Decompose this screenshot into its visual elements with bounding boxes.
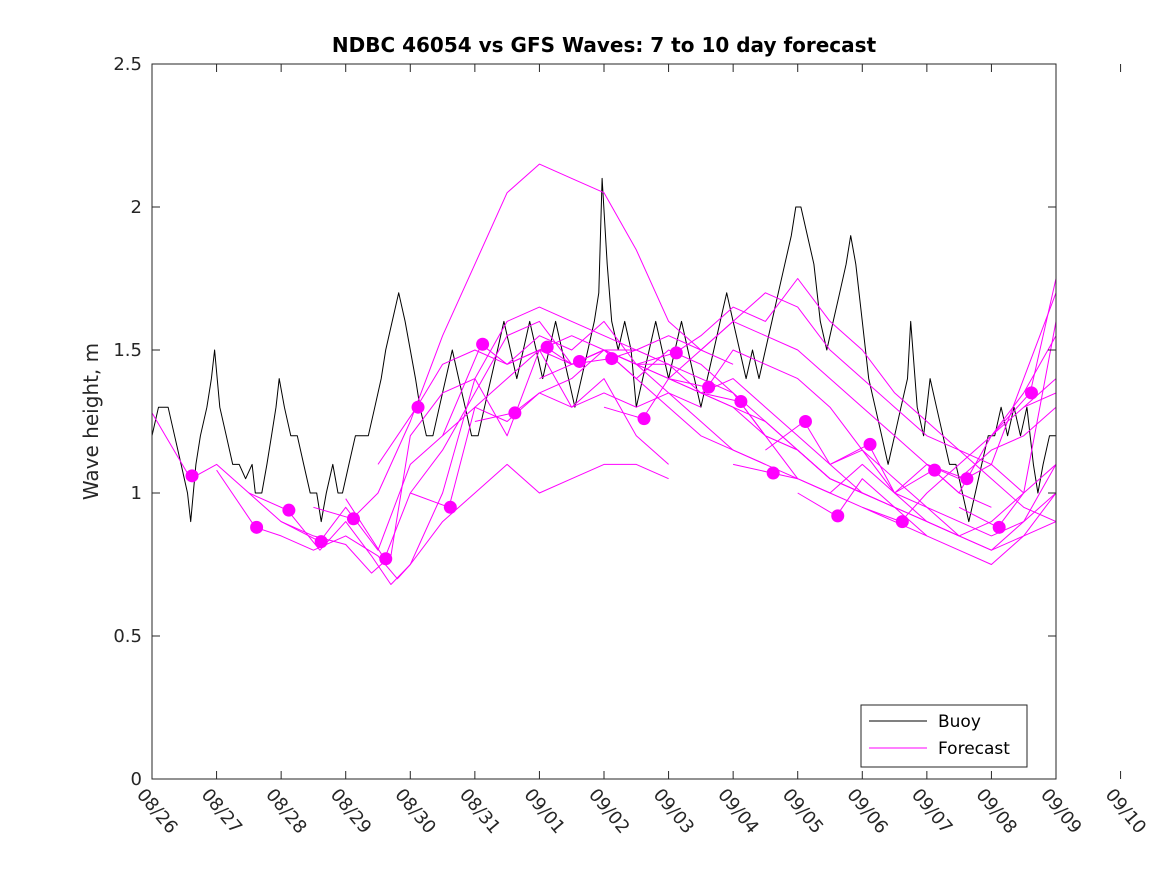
forecast-series-line-23 [894, 335, 1056, 494]
forecast-marker-23 [928, 463, 942, 477]
forecast-series-line-19 [765, 421, 1056, 551]
forecast-marker-24 [960, 472, 974, 486]
y-tick-label: 2.5 [113, 54, 142, 75]
x-tick-label: 09/03 [649, 785, 698, 838]
x-tick-label: 08/28 [261, 785, 310, 838]
forecast-series-line-21 [829, 406, 1056, 494]
y-tick-label: 0.5 [113, 626, 142, 647]
forecast-marker-21 [863, 437, 877, 451]
forecast-marker-9 [476, 337, 490, 351]
x-tick-label: 09/06 [842, 785, 891, 838]
forecast-marker-28 [1090, 289, 1103, 302]
plot-area [152, 64, 1056, 779]
legend-box [860, 704, 1028, 768]
forecast-marker-11 [540, 340, 554, 354]
plot-background [152, 64, 1056, 779]
y-tick-label: 1.5 [113, 340, 142, 361]
x-tick-label: 09/10 [1101, 785, 1150, 838]
forecast-series-line-17 [700, 392, 1056, 537]
legend-buoy-label: Buoy [938, 712, 981, 732]
forecast-marker-2 [250, 520, 264, 534]
chart-title: NDBC 46054 vs GFS Waves: 7 to 10 day for… [332, 33, 877, 57]
forecast-marker-20 [831, 509, 845, 523]
series-layer [152, 163, 1056, 585]
forecast-marker-15 [669, 346, 683, 360]
forecast-marker-5 [346, 512, 360, 526]
forecast-marker-14 [637, 412, 651, 426]
x-tick-label: 08/30 [390, 785, 439, 838]
y-tick-label: 1 [131, 483, 142, 504]
forecast-marker-13 [605, 352, 619, 366]
forecast-marker-19 [798, 415, 812, 428]
forecast-marker-27 [1057, 366, 1070, 379]
buoy-series-line [152, 177, 1056, 523]
forecast-marker-25 [992, 520, 1006, 534]
forecast-marker-12 [572, 354, 586, 368]
x-tick-label: 09/01 [520, 785, 569, 838]
forecast-marker-17 [734, 394, 748, 408]
x-tick-label: 09/04 [713, 785, 762, 838]
forecast-series-line-25 [958, 321, 1056, 528]
forecast-marker-3 [282, 503, 296, 517]
x-tick-label: 09/09 [1036, 785, 1085, 838]
x-tick-label: 08/26 [132, 785, 181, 838]
x-tick-label: 09/08 [972, 785, 1021, 838]
forecast-series-line-8 [410, 335, 831, 508]
forecast-marker-1 [185, 469, 199, 483]
forecast-series-line-27 [1023, 378, 1056, 408]
forecast-series-line-7 [377, 320, 798, 480]
forecast-series-line-15 [636, 278, 1056, 523]
y-axis-ticks: 0 0.5 1 1.5 2 2.5 [113, 54, 1056, 790]
forecast-marker-7 [411, 400, 425, 414]
forecast-series-line-24 [926, 292, 1056, 480]
forecast-marker-8 [443, 500, 457, 514]
forecast-series-line-20 [797, 478, 1056, 565]
forecast-marker-22 [895, 515, 909, 529]
forecast-series-line-14 [603, 292, 1025, 494]
forecast-series-line-3 [248, 463, 669, 585]
x-tick-label: 08/29 [326, 785, 375, 838]
x-tick-label: 09/05 [778, 785, 827, 838]
forecast-marker-18 [766, 466, 780, 480]
forecast-marker-10 [508, 406, 522, 420]
forecast-series-line-2 [216, 349, 669, 580]
legend-forecast-label: Forecast [938, 739, 1010, 759]
legend: Buoy Forecast [860, 704, 1028, 768]
y-tick-label: 0 [131, 769, 142, 790]
forecast-series-line-13 [571, 320, 992, 508]
forecast-marker-4 [314, 535, 328, 549]
forecast-marker-16 [702, 380, 716, 394]
forecast-marker-6 [379, 552, 393, 566]
x-tick-label: 08/31 [455, 785, 504, 838]
forecast-marker-26 [1024, 386, 1038, 400]
x-tick-label: 08/27 [197, 785, 246, 838]
y-tick-label: 2 [131, 197, 142, 218]
x-tick-label: 09/02 [584, 785, 633, 838]
forecast-series-line-5 [313, 163, 734, 520]
x-tick-label: 09/07 [907, 785, 956, 838]
y-axis-label: Wave height, m [79, 343, 103, 500]
forecast-markers [185, 289, 1103, 566]
